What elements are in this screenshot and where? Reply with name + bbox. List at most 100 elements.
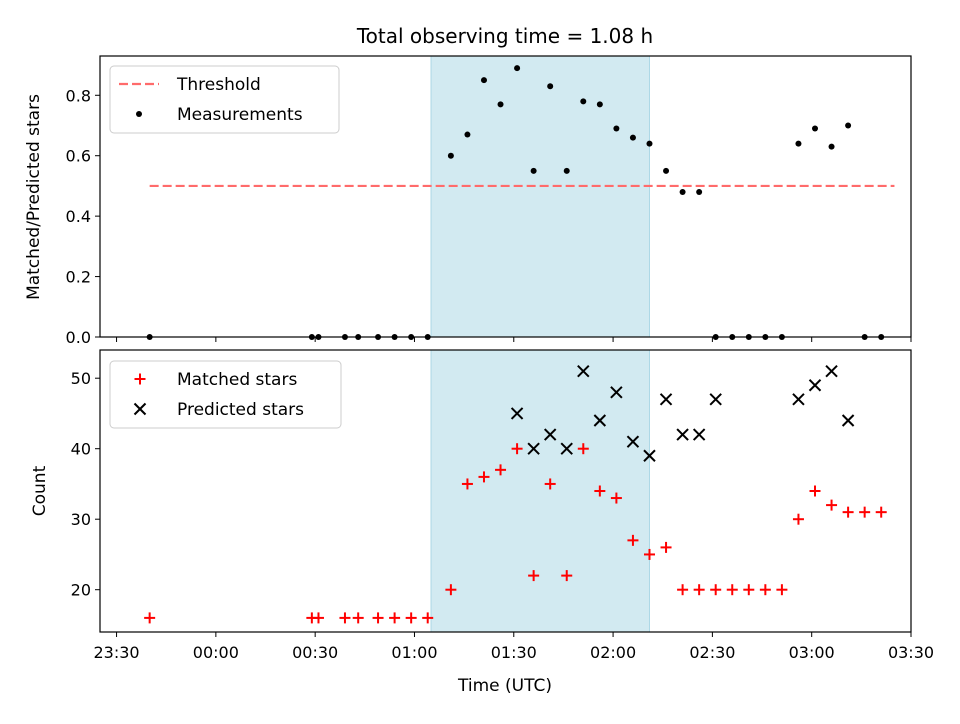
measurement-point — [596, 101, 603, 108]
matched-star-point — [577, 443, 589, 455]
measurement-point — [464, 131, 471, 138]
matched-star-point — [643, 548, 655, 560]
matched-star-point — [445, 584, 457, 596]
top-ytick-label: 0.0 — [66, 328, 91, 347]
measurement-point — [530, 167, 537, 174]
top-xticks — [116, 337, 912, 342]
xtick-label: 01:00 — [391, 643, 437, 662]
x-axis-label: Time (UTC) — [457, 676, 552, 696]
legend-matched-swatch — [134, 373, 146, 385]
top-axes-frame — [99, 55, 912, 338]
matched-star-point — [710, 584, 722, 596]
matched-star-point — [312, 612, 324, 624]
legend-threshold-label: Threshold — [176, 75, 261, 95]
measurement-point — [828, 143, 835, 150]
matched-star-point — [339, 612, 351, 624]
bottom-yticks: 20 30 40 50 — [71, 369, 100, 600]
xtick-label: 23:30 — [93, 643, 139, 662]
xtick-label: 03:30 — [888, 643, 934, 662]
matched-star-point — [610, 492, 622, 504]
measurement-point — [580, 98, 587, 105]
predicted-star-point — [841, 414, 855, 427]
xtick-label: 00:30 — [292, 643, 338, 662]
matched-star-point — [561, 570, 573, 582]
predicted-star-point — [510, 407, 524, 420]
matched-star-point — [743, 584, 755, 596]
matched-star-point — [352, 612, 364, 624]
matched-star-point — [422, 612, 434, 624]
predicted-star-point — [808, 379, 822, 392]
measurement-point — [646, 140, 653, 147]
predicted-star-point — [676, 428, 689, 441]
matched-star-point — [627, 534, 639, 546]
matched-star-point — [372, 612, 384, 624]
predicted-star-point — [792, 393, 805, 406]
bottom-points-layer — [144, 364, 887, 624]
matched-star-point — [859, 506, 871, 518]
legend-box — [109, 65, 340, 134]
matched-star-point — [461, 478, 473, 490]
matched-star-point — [826, 499, 838, 511]
measurement-point — [447, 152, 454, 159]
legend-predicted-label: Predicted stars — [177, 400, 304, 420]
measurement-point — [480, 77, 487, 84]
matched-star-point — [759, 584, 771, 596]
top-yticks: 0.0 0.2 0.4 0.6 0.8 — [66, 86, 100, 347]
matched-star-point — [792, 513, 804, 525]
matched-star-point — [511, 443, 523, 455]
bottom-ylabel: Count — [30, 465, 50, 516]
predicted-star-point — [659, 393, 673, 406]
top-legend: Threshold Measurements — [109, 65, 340, 134]
matched-star-point — [544, 478, 556, 490]
matched-star-point — [660, 541, 672, 553]
bottom-ytick-label: 50 — [71, 369, 91, 388]
top-panel: 0.00.20.40.60.8 Matched/Predicted stars … — [24, 55, 912, 347]
bottom-ytick-label: 20 — [71, 581, 91, 600]
legend-predicted-swatch — [133, 402, 147, 416]
measurement-point — [812, 125, 819, 132]
measurement-point — [679, 188, 686, 195]
bottom-axes-frame — [99, 349, 912, 633]
bottom-legend: Matched stars Predicted stars — [109, 360, 342, 429]
measurement-point — [514, 65, 521, 72]
matched-star-point — [594, 485, 606, 497]
measurement-point — [795, 140, 802, 147]
predicted-star-point — [543, 428, 557, 441]
top-ytick-label: 0.4 — [66, 207, 91, 226]
top-ytick-label: 0.6 — [66, 147, 91, 166]
xtick-label: 02:30 — [689, 643, 735, 662]
matched-star-point — [495, 464, 507, 476]
top-ytick-label: 0.2 — [66, 268, 91, 287]
matched-star-point — [677, 584, 689, 596]
bottom-xticks: 23:30 00:00 00:30 01:00 01:30 02:00 02:30 03:00… — [93, 632, 934, 662]
matched-star-point — [528, 570, 540, 582]
bottom-ytick-label: 40 — [71, 440, 91, 459]
matched-star-point — [875, 506, 887, 518]
measurement-point — [563, 167, 570, 174]
matched-star-point — [726, 584, 738, 596]
measurement-point — [663, 167, 670, 174]
predicted-star-point — [577, 364, 590, 378]
top-shaded-span — [430, 55, 650, 338]
measurement-point — [696, 188, 703, 195]
chart-title: Total observing time = 1.08 h — [356, 24, 653, 48]
measurement-point — [845, 122, 852, 129]
matched-star-point — [478, 471, 490, 483]
predicted-star-point — [643, 449, 656, 462]
predicted-star-point — [593, 414, 607, 427]
matched-star-point — [144, 612, 156, 624]
measurement-point — [497, 101, 504, 108]
shaded-observing-span — [430, 55, 650, 338]
xtick-label: 02:00 — [590, 643, 636, 662]
matched-star-point — [842, 506, 854, 518]
matched-star-point — [405, 612, 417, 624]
predicted-star-point — [692, 428, 706, 441]
xtick-label: 00:00 — [193, 643, 239, 662]
matched-star-point — [693, 584, 705, 596]
xtick-label: 03:00 — [789, 643, 835, 662]
predicted-star-point — [527, 442, 540, 455]
matched-star-point — [389, 612, 401, 624]
predicted-star-point — [560, 442, 573, 455]
measurement-point — [629, 134, 636, 141]
measurement-point — [547, 83, 554, 90]
